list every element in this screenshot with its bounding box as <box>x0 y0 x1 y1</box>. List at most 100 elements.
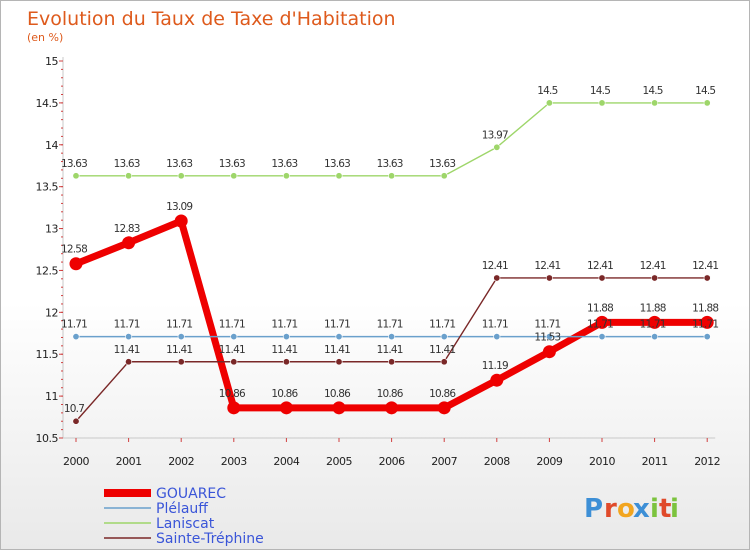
data-point <box>440 172 448 180</box>
logo-letter: i <box>650 494 659 524</box>
data-point <box>493 333 501 341</box>
data-point <box>230 333 238 341</box>
data-label: 13.63 <box>166 158 192 170</box>
data-label: 11.41 <box>166 344 192 356</box>
chart-subtitle: (en %) <box>27 31 63 44</box>
y-tick-label: 12 <box>45 306 58 319</box>
data-point <box>703 99 711 107</box>
data-point <box>545 274 553 282</box>
data-label: 11.71 <box>482 319 508 331</box>
logo-letter: o <box>617 494 635 524</box>
data-label: 11.53 <box>534 332 560 344</box>
y-tick-label: 14.5 <box>36 97 59 110</box>
data-label: 11.41 <box>324 344 350 356</box>
data-label: 13.63 <box>377 158 403 170</box>
legend-label: GOUAREC <box>156 486 226 502</box>
data-point <box>230 358 238 366</box>
data-point <box>227 401 241 415</box>
data-label: 11.71 <box>587 319 613 331</box>
data-label: 11.41 <box>377 344 403 356</box>
data-point <box>493 274 501 282</box>
data-label: 11.88 <box>692 302 718 314</box>
data-point <box>72 417 80 425</box>
data-point <box>542 345 556 359</box>
x-tick-label: 2011 <box>642 455 668 468</box>
data-point <box>440 358 448 366</box>
data-label: 11.71 <box>377 319 403 331</box>
data-label: 14.5 <box>695 85 715 97</box>
data-point <box>332 401 346 415</box>
data-label: 11.71 <box>271 319 297 331</box>
data-point <box>490 373 504 387</box>
data-label: 11.41 <box>429 344 455 356</box>
data-label: 14.5 <box>590 85 610 97</box>
data-label: 10.86 <box>324 388 351 400</box>
y-tick-label: 14 <box>45 139 58 152</box>
data-label: 13.63 <box>219 158 245 170</box>
legend-label: Plélauff <box>156 501 208 517</box>
data-point <box>177 333 185 341</box>
legend-label: Laniscat <box>156 516 215 532</box>
data-label: 12.58 <box>61 244 87 256</box>
x-tick-label: 2002 <box>168 455 194 468</box>
data-point <box>69 257 83 271</box>
data-point <box>282 172 290 180</box>
data-label: 12.83 <box>114 223 140 235</box>
data-label: 11.88 <box>587 302 613 314</box>
data-point <box>651 99 659 107</box>
data-label: 11.88 <box>640 302 666 314</box>
data-label: 11.71 <box>61 319 87 331</box>
logo-letter: t <box>659 494 671 524</box>
logo-letter: i <box>670 494 679 524</box>
x-tick-label: 2005 <box>326 455 352 468</box>
data-point <box>545 99 553 107</box>
data-label: 10.7 <box>64 403 84 415</box>
data-label: 11.71 <box>640 319 666 331</box>
data-label: 11.71 <box>429 319 455 331</box>
data-label: 11.71 <box>534 319 560 331</box>
x-tick-label: 2003 <box>221 455 247 468</box>
x-tick-label: 2004 <box>273 455 299 468</box>
data-point <box>72 172 80 180</box>
data-point <box>282 358 290 366</box>
data-label: 10.86 <box>377 388 404 400</box>
data-point <box>595 315 609 329</box>
x-tick-label: 2007 <box>431 455 457 468</box>
data-point <box>598 274 606 282</box>
x-tick-label: 2012 <box>694 455 720 468</box>
data-point <box>125 333 133 341</box>
x-tick-label: 2001 <box>116 455 142 468</box>
data-label: 13.63 <box>61 158 87 170</box>
chart-title: Evolution du Taux de Taxe d'Habitation <box>27 8 396 30</box>
data-label: 14.5 <box>537 85 557 97</box>
data-label: 12.41 <box>692 260 718 272</box>
data-point <box>700 315 714 329</box>
data-point <box>125 358 133 366</box>
data-point <box>279 401 293 415</box>
data-label: 11.71 <box>166 319 192 331</box>
data-labels: 12.58 12.83 13.09 10.86 10.86 10.86 10.86 10.86… <box>61 85 719 415</box>
data-point <box>388 172 396 180</box>
data-point <box>72 333 80 341</box>
data-point <box>651 274 659 282</box>
data-label: 13.63 <box>324 158 350 170</box>
data-point <box>493 143 501 151</box>
y-tick-label: 11.5 <box>36 348 59 361</box>
data-point <box>125 172 133 180</box>
data-point <box>388 333 396 341</box>
data-point <box>174 214 188 228</box>
y-tick-label: 13 <box>45 223 58 236</box>
data-label: 11.41 <box>219 344 245 356</box>
data-point <box>177 172 185 180</box>
data-label: 11.71 <box>324 319 350 331</box>
data-point <box>388 358 396 366</box>
y-tick-label: 15 <box>45 55 58 68</box>
logo-letter: r <box>604 494 617 524</box>
x-tick-label: 2006 <box>379 455 405 468</box>
y-tick-label: 13.5 <box>36 181 59 194</box>
x-tick-label: 2009 <box>536 455 562 468</box>
data-label: 11.71 <box>692 319 718 331</box>
data-point <box>282 333 290 341</box>
